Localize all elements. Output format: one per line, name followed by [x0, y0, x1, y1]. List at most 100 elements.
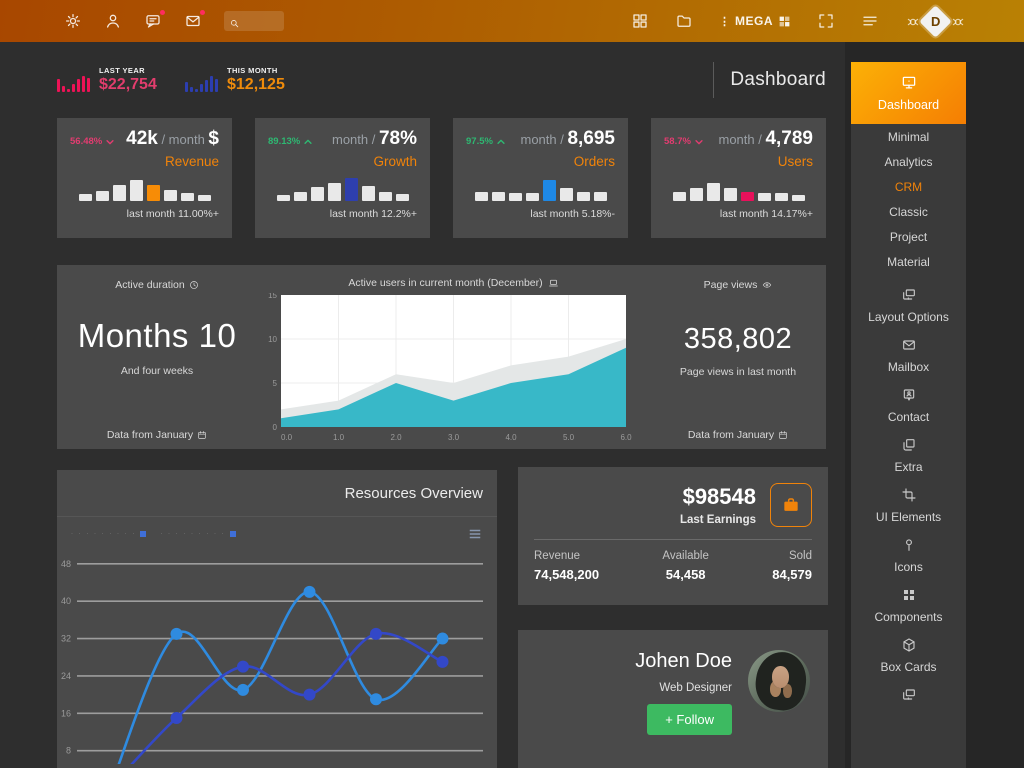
eye-icon: [761, 280, 772, 291]
change-percent: 58.7%: [664, 136, 704, 147]
sidebar-item-icons[interactable]: Icons: [851, 537, 966, 574]
search-input[interactable]: [244, 15, 279, 27]
earnings-available: Available 54,458: [662, 550, 709, 582]
card-footer: last month 12.2%+: [329, 208, 417, 220]
page-title-wrap: Dashboard: [713, 62, 826, 98]
svg-text:16: 16: [61, 708, 71, 718]
folder-icon[interactable]: [675, 12, 693, 30]
sidebar-item-crm[interactable]: CRM: [894, 179, 923, 194]
mega-menu-button[interactable]: ⋮ MEGA: [719, 14, 791, 28]
svg-text:0: 0: [273, 423, 278, 432]
sidebar-item-mailbox[interactable]: Mailbox: [851, 337, 966, 374]
stat-cards-row: 56.48% 42k / month $ Revenue last month 11.…: [57, 118, 826, 238]
page-title: Dashboard: [730, 69, 826, 90]
mega-label: MEGA: [735, 14, 773, 28]
stat-card-orders: 97.5% month / 8,695 Orders last month 5.18…: [453, 118, 628, 238]
earnings-sold: Sold 84,579: [772, 550, 812, 582]
sidebar-menu: Dashboard Minimal Analytics CRM Classic Proje…: [851, 62, 966, 768]
navbar-right: ⋮ MEGA D: [631, 4, 1024, 38]
cube-icon: [901, 637, 917, 653]
svg-text:24: 24: [61, 671, 71, 681]
chart-menu-icon[interactable]: [467, 527, 483, 541]
sidebar-item-analytics[interactable]: Analytics: [884, 154, 933, 169]
top-navbar: ⋮ MEGA D: [0, 0, 1024, 42]
sidebar-item-contact[interactable]: Contact: [851, 387, 966, 424]
active-duration-sub: And four weeks: [120, 365, 194, 377]
sidebar-item-label: Box Cards: [880, 660, 937, 674]
chart-legend: · · · · · · · · · · · · · · · · · ·: [71, 531, 236, 537]
sidebar-item-extra[interactable]: Extra: [851, 437, 966, 474]
sidebar-item-box-cards[interactable]: Box Cards: [851, 637, 966, 674]
sidebar-item-layout-options[interactable]: Layout Options: [851, 287, 966, 324]
fullscreen-icon[interactable]: [817, 12, 835, 30]
sidebar-item-dashboard[interactable]: Dashboard: [851, 62, 966, 124]
active-users-area-chart: 15 10 5 00.0 1.0 2.0 3.0 4.0 5.0 6.0: [268, 293, 632, 442]
svg-text:10: 10: [268, 335, 277, 344]
gear-icon[interactable]: [64, 12, 82, 30]
card-category: Orders: [573, 154, 615, 169]
sidebar-item-ui-elements[interactable]: UI Elements: [851, 487, 966, 524]
card-bar-chart: [466, 177, 615, 201]
apps-grid-icon[interactable]: [631, 12, 649, 30]
svg-text:48: 48: [61, 559, 71, 569]
follow-button[interactable]: + Follow: [647, 704, 732, 735]
stat-card-revenue: 56.48% 42k / month $ Revenue last month 11.…: [57, 118, 232, 238]
sidebar-item-classic[interactable]: Classic: [889, 204, 928, 219]
contact-card-icon: [901, 387, 917, 403]
card-footer: last month 11.00%+: [126, 208, 219, 220]
sidebar-item-minimal[interactable]: Minimal: [887, 129, 930, 144]
logo-diamond: D: [919, 4, 952, 38]
active-duration-title: Active duration: [115, 279, 198, 291]
svg-text:15: 15: [268, 293, 277, 300]
legend-item[interactable]: · · · · · · · · ·: [71, 531, 147, 537]
resources-subheader: · · · · · · · · · · · · · · · · · ·: [57, 517, 497, 541]
card-value: 42k / month $: [126, 128, 219, 149]
svg-text:0.0: 0.0: [281, 433, 293, 442]
page-views-value: 358,802: [683, 323, 793, 355]
earnings-stats: Revenue 74,548,200 Available 54,458 Sold…: [518, 540, 828, 582]
components-icon: [901, 587, 917, 603]
active-duration-section: Active duration Months 10 And four weeks…: [57, 265, 257, 451]
search-icon: [229, 16, 240, 27]
legend-item[interactable]: · · · · · · · · ·: [160, 531, 236, 537]
active-users-chart-title: Active users in current month (December): [348, 277, 558, 289]
page-views-footer: Data from January: [688, 429, 788, 441]
overview-panel: Active duration Months 10 And four weeks…: [57, 265, 826, 449]
briefcase-icon: [781, 495, 801, 515]
page-views-section: Page views 358,802 Page views in last mo…: [650, 265, 826, 451]
laptop-icon: [548, 278, 559, 289]
svg-text:3.0: 3.0: [448, 433, 460, 442]
profile-name: Johen Doe: [635, 650, 732, 672]
sidebar-item-extra-icon[interactable]: [851, 687, 966, 703]
card-footer: last month 5.18%-: [530, 208, 615, 220]
pin-icon: [901, 537, 917, 553]
this-month-minibar-chart: [185, 64, 218, 94]
svg-text:2.0: 2.0: [390, 433, 402, 442]
resources-overview-card: Resources Overview · · · · · · · · · · · …: [57, 470, 497, 768]
brand-logo[interactable]: D: [905, 4, 966, 38]
logo-left-ornament-icon: [905, 14, 921, 28]
briefcase-button[interactable]: [770, 483, 812, 527]
trend-up-icon: [496, 137, 506, 147]
chat-icon[interactable]: [144, 10, 165, 30]
search-box[interactable]: [224, 11, 284, 31]
stat-value: $22,754: [99, 76, 157, 93]
hamburger-menu-icon[interactable]: [861, 12, 879, 30]
layers-icon: [901, 437, 917, 453]
trend-down-icon: [694, 137, 704, 147]
card-category: Users: [777, 154, 813, 169]
svg-text:32: 32: [61, 634, 71, 644]
sidebar-item-components[interactable]: Components: [851, 587, 966, 624]
earnings-revenue: Revenue 74,548,200: [534, 550, 600, 582]
sidebar-item-project[interactable]: Project: [889, 229, 928, 244]
svg-text:8: 8: [66, 746, 71, 756]
change-percent: 89.13%: [268, 136, 313, 147]
sidebar-item-material[interactable]: Material: [887, 254, 930, 269]
mail-icon[interactable]: [184, 10, 205, 30]
user-icon[interactable]: [104, 12, 122, 30]
sidebar-item-label: Icons: [894, 560, 923, 574]
earnings-label: Last Earnings: [679, 514, 756, 526]
earnings-amount: $98548: [682, 484, 756, 509]
stat-card-users: 58.7% month / 4,789 Users last month 14.17…: [651, 118, 826, 238]
